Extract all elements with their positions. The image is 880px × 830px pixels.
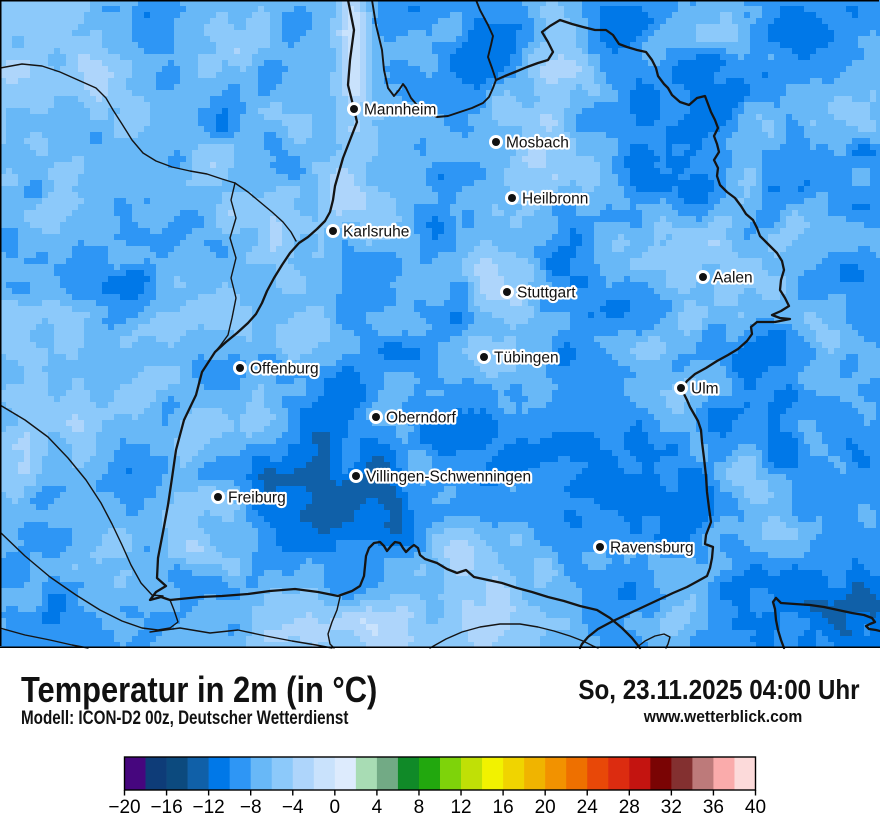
svg-text:Oberndorf: Oberndorf xyxy=(386,410,456,427)
svg-text:Tübingen: Tübingen xyxy=(494,350,559,367)
svg-text:Stuttgart: Stuttgart xyxy=(517,285,576,302)
svg-text:32: 32 xyxy=(661,797,682,818)
svg-text:Ulm: Ulm xyxy=(691,381,719,398)
svg-text:0: 0 xyxy=(330,797,341,818)
svg-text:24: 24 xyxy=(577,797,599,818)
svg-text:Mannheim: Mannheim xyxy=(364,102,436,119)
svg-text:Offenburg: Offenburg xyxy=(250,361,319,378)
svg-text:12: 12 xyxy=(450,797,471,818)
svg-text:−20: −20 xyxy=(108,797,140,818)
svg-text:−16: −16 xyxy=(150,797,182,818)
svg-text:Heilbronn: Heilbronn xyxy=(522,191,588,208)
svg-text:28: 28 xyxy=(619,797,640,818)
svg-text:−8: −8 xyxy=(240,797,262,818)
svg-text:Aalen: Aalen xyxy=(713,270,753,287)
svg-text:Freiburg: Freiburg xyxy=(228,490,286,507)
svg-text:8: 8 xyxy=(414,797,425,818)
svg-text:16: 16 xyxy=(493,797,514,818)
svg-text:−4: −4 xyxy=(282,797,304,818)
svg-text:Mosbach: Mosbach xyxy=(506,135,569,152)
svg-text:4: 4 xyxy=(372,797,383,818)
svg-text:Villingen-Schwenningen: Villingen-Schwenningen xyxy=(366,469,531,486)
svg-text:Karlsruhe: Karlsruhe xyxy=(343,224,409,241)
svg-text:Ravensburg: Ravensburg xyxy=(610,540,694,557)
svg-text:36: 36 xyxy=(703,797,724,818)
svg-text:−12: −12 xyxy=(193,797,225,818)
svg-text:20: 20 xyxy=(535,797,556,818)
svg-text:40: 40 xyxy=(745,797,766,818)
